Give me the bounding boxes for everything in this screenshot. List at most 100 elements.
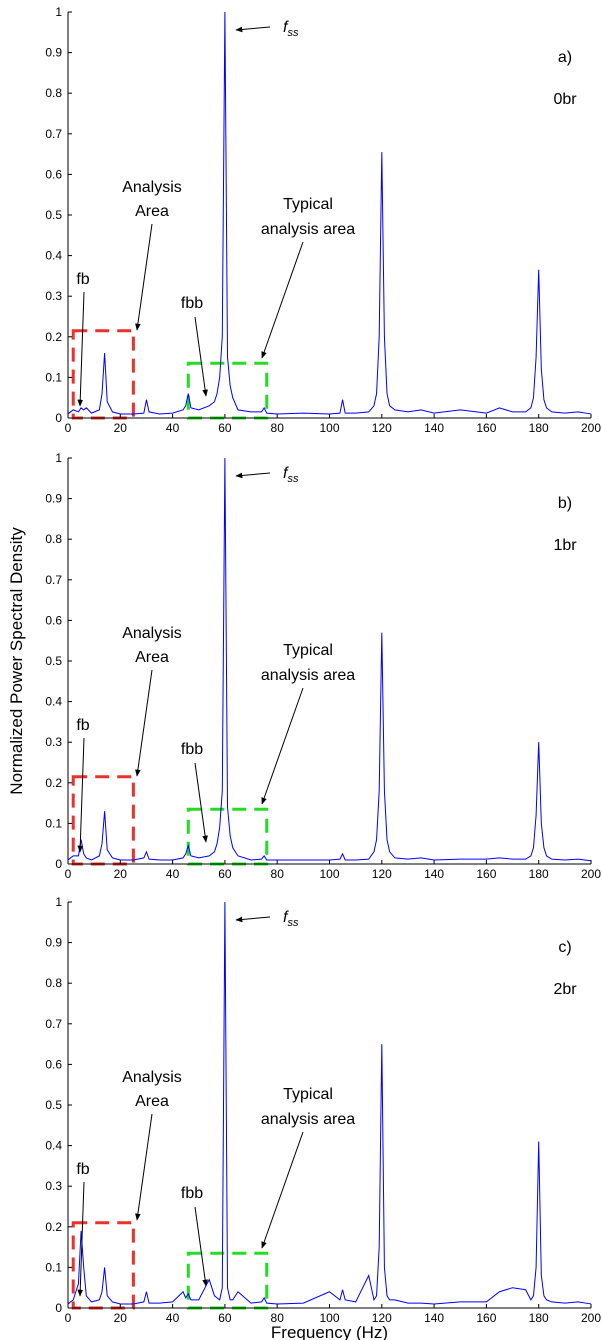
analysis-area-label: Area: [135, 1093, 169, 1110]
fss-label: fss: [283, 909, 299, 929]
x-tick-label: 0: [65, 1311, 72, 1325]
typical-area-label: analysis area: [261, 667, 355, 684]
fss-symbol: f: [283, 465, 289, 482]
analysis-region: [186, 807, 269, 866]
arrow: [261, 687, 304, 805]
y-tick-label: 0.6: [45, 613, 62, 627]
panel-label: c): [558, 939, 571, 956]
fss-symbol: f: [283, 19, 289, 36]
arrow: [194, 316, 208, 397]
y-tick-label: 0.2: [45, 776, 62, 790]
x-tick-label: 200: [581, 1311, 601, 1325]
x-tick-label: 140: [424, 421, 444, 435]
x-tick-label: 100: [319, 1311, 339, 1325]
y-tick-label: 0: [55, 411, 62, 425]
x-axis-label: Frequency (Hz): [271, 1323, 388, 1340]
panel-label: a): [558, 49, 572, 66]
y-tick-label: 0.3: [45, 289, 62, 303]
x-tick-label: 60: [218, 1311, 232, 1325]
x-tick-label: 120: [372, 421, 392, 435]
arrow: [235, 472, 271, 479]
y-tick-label: 0.7: [45, 1017, 62, 1031]
typical-area-label: Typical: [283, 196, 333, 213]
arrow: [235, 26, 271, 33]
x-tick-label: 200: [581, 421, 601, 435]
spectrum-line: [67, 901, 592, 1305]
typical-area-label: analysis area: [261, 1111, 355, 1128]
y-tick-label: 0.3: [45, 1179, 62, 1193]
fbb-label: fbb: [181, 1185, 203, 1202]
y-tick-label: 0.4: [45, 249, 62, 263]
analysis-area-label: Analysis: [122, 1069, 182, 1086]
x-tick-label: 180: [529, 1311, 549, 1325]
x-tick-label: 100: [319, 421, 339, 435]
fss-label: fss: [283, 465, 299, 485]
y-tick-label: 0.9: [45, 936, 62, 950]
fss-subscript: ss: [287, 917, 299, 929]
spectrum-line: [67, 457, 592, 862]
y-tick-label: 0.3: [45, 735, 62, 749]
x-tick-label: 100: [319, 867, 339, 881]
typical-area-label: Typical: [283, 642, 333, 659]
y-tick-label: 0.4: [45, 1139, 62, 1153]
condition-label: 0br: [553, 91, 577, 108]
analysis-area-label: Area: [135, 649, 169, 666]
y-tick-label: 0.7: [45, 127, 62, 141]
condition-label: 1br: [553, 537, 577, 554]
fb-label: fb: [76, 1161, 89, 1178]
x-tick-label: 120: [372, 867, 392, 881]
fss-subscript: ss: [287, 27, 299, 39]
x-tick-label: 0: [65, 867, 72, 881]
x-tick-label: 140: [424, 1311, 444, 1325]
y-tick-label: 0.4: [45, 695, 62, 709]
fss-subscript: ss: [287, 473, 299, 485]
y-tick-label: 0.7: [45, 573, 62, 587]
fb-label: fb: [76, 717, 89, 734]
analysis-area-label: Analysis: [122, 179, 182, 196]
fb-label: fb: [76, 271, 89, 288]
y-tick-label: 1: [55, 451, 62, 465]
arrow: [77, 1181, 85, 1297]
typical-area-label: Typical: [283, 1086, 333, 1103]
arrow: [261, 1131, 304, 1249]
x-tick-label: 40: [166, 867, 180, 881]
y-tick-label: 0.5: [45, 1098, 62, 1112]
x-tick-label: 180: [529, 867, 549, 881]
x-tick-label: 20: [114, 867, 128, 881]
x-tick-label: 0: [65, 421, 72, 435]
y-tick-label: 1: [55, 5, 62, 19]
y-tick-label: 1: [55, 895, 62, 909]
y-tick-label: 0.1: [45, 370, 62, 384]
y-tick-label: 0.6: [45, 1057, 62, 1071]
x-tick-label: 80: [271, 1311, 285, 1325]
fss-symbol: f: [283, 909, 289, 926]
x-tick-label: 60: [218, 867, 232, 881]
arrow: [261, 241, 304, 359]
x-tick-label: 40: [166, 1311, 180, 1325]
arrow: [194, 1206, 208, 1287]
fss-label: fss: [283, 19, 299, 39]
y-tick-label: 0.8: [45, 532, 62, 546]
y-tick-label: 0.8: [45, 976, 62, 990]
y-tick-label: 0.1: [45, 816, 62, 830]
y-tick-label: 0.2: [45, 330, 62, 344]
y-tick-label: 0: [55, 1301, 62, 1315]
x-tick-label: 20: [114, 1311, 128, 1325]
arrow: [135, 669, 153, 777]
x-tick-label: 160: [476, 421, 496, 435]
x-tick-label: 80: [271, 421, 285, 435]
y-axis-label: Normalized Power Spectral Density: [7, 527, 26, 795]
arrow: [135, 1113, 153, 1221]
arrow: [235, 916, 271, 923]
y-tick-label: 0.8: [45, 86, 62, 100]
x-tick-label: 60: [218, 421, 232, 435]
analysis-area-label: Analysis: [122, 625, 182, 642]
x-tick-label: 160: [476, 1311, 496, 1325]
analysis-region: [71, 1221, 135, 1310]
x-tick-label: 180: [529, 421, 549, 435]
x-tick-label: 140: [424, 867, 444, 881]
analysis-area-label: Area: [135, 203, 169, 220]
x-tick-label: 20: [114, 421, 128, 435]
fbb-label: fbb: [181, 741, 203, 758]
